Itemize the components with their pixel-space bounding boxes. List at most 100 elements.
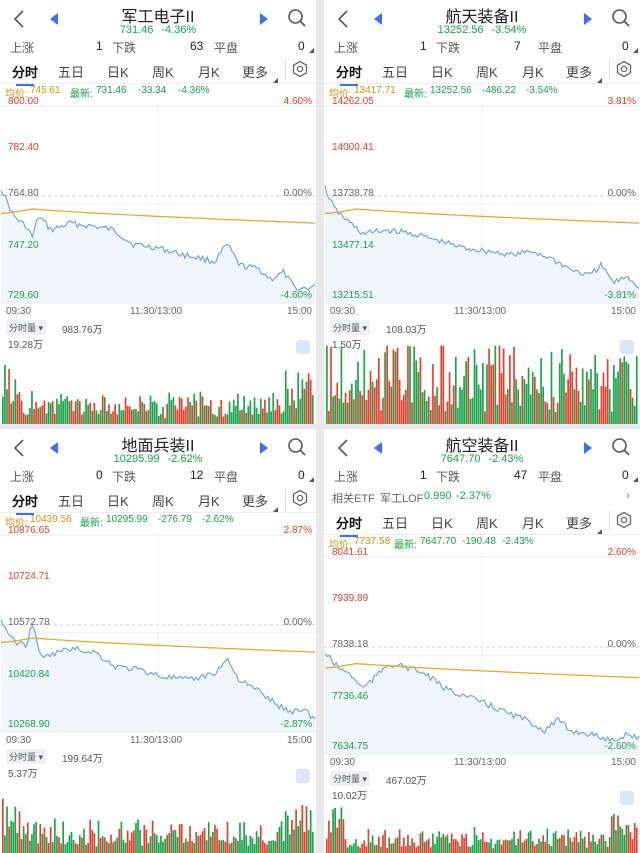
triangle-left-icon[interactable] [50,13,58,25]
tab-five-day[interactable]: 五日 [58,65,85,80]
volume-bar [66,842,69,853]
volume-bar [342,402,345,424]
tab-monthly-k[interactable]: 月K [198,494,220,509]
triangle-left-icon[interactable] [374,442,382,454]
volume-bar [502,840,505,853]
tab-intraday[interactable]: 分时 [336,513,362,537]
tab-more[interactable]: 更多 [242,494,269,509]
tab-monthly-k[interactable]: 月K [522,516,544,531]
volume-total: 199.64万 [62,754,103,765]
volume-bar [579,830,582,853]
volume-bar [567,829,569,853]
search-icon[interactable] [610,436,632,458]
tab-intraday[interactable]: 分时 [336,62,362,86]
tab-daily-k[interactable]: 日K [107,65,129,80]
volume-bar [145,411,148,424]
chevron-left-icon[interactable] [12,8,26,30]
tab-more[interactable]: 更多 [566,516,593,531]
tab-weekly-k[interactable]: 周K [476,65,498,80]
volume-bar [270,840,272,853]
period-tabs: 分时 五日 日K 周K 月K 更多 [0,56,316,86]
volume-selector[interactable]: 分时量 ▾ [6,320,47,335]
volume-bar [112,842,114,853]
volume-selector[interactable]: 分时量 ▾ [330,771,371,786]
tab-weekly-k[interactable]: 周K [152,65,174,80]
volume-bar [417,845,420,853]
tab-intraday[interactable]: 分时 [12,62,38,86]
volume-bar [496,840,499,853]
expand-icon[interactable] [620,791,634,805]
volume-bar [411,838,413,853]
volume-bar [118,404,121,424]
volume-bar [432,833,434,853]
volume-bar [58,837,60,853]
volume-bar [222,839,225,853]
gear-icon[interactable] [291,60,309,78]
volume-bar [289,834,291,853]
volume-bar [494,345,497,424]
price-axis-label: 13477.14 [332,240,374,251]
triangle-right-icon[interactable] [584,442,592,454]
volume-bar [122,410,125,424]
chevron-left-icon[interactable] [336,8,350,30]
gear-icon[interactable] [615,60,633,78]
corner-triangle-icon [309,477,314,482]
search-icon[interactable] [286,7,308,29]
tab-daily-k[interactable]: 日K [107,494,129,509]
volume-bar [155,835,158,853]
expand-icon[interactable] [296,340,310,354]
volume-selector[interactable]: 分时量 ▾ [330,320,371,335]
tab-more[interactable]: 更多 [566,65,593,80]
market-panel: 航天装备II 13252.56 -3.54% 上涨 1 下跌 7 平盘 0 分时 五日 日K 周K 月K 更… [324,0,640,424]
chevron-right-icon[interactable]: › [626,488,630,502]
volume-bar [531,372,534,424]
volume-bar [367,390,370,424]
tab-five-day[interactable]: 五日 [58,494,85,509]
chevron-left-icon[interactable] [12,437,26,459]
volume-bar [602,834,605,853]
volume-bar [479,839,482,853]
volume-bar [469,399,472,424]
expand-icon[interactable] [620,340,634,354]
gear-icon[interactable] [615,511,633,529]
tab-weekly-k[interactable]: 周K [152,494,174,509]
volume-bar [43,400,46,424]
chevron-left-icon[interactable] [336,437,350,459]
tab-divider [285,489,286,509]
volume-bar [371,835,374,853]
tab-daily-k[interactable]: 日K [431,65,453,80]
triangle-right-icon[interactable] [260,13,268,25]
latest-value: 731.46 [96,85,127,96]
tab-more[interactable]: 更多 [242,65,269,80]
percent-axis-label: 0.00% [283,617,312,628]
volume-bar [66,396,69,424]
volume-bar [477,839,480,853]
triangle-left-icon[interactable] [50,442,58,454]
volume-bar [6,806,8,853]
volume-bar [232,836,235,853]
tab-five-day[interactable]: 五日 [382,516,409,531]
volume-bar [311,395,314,424]
time-mid-label: 11:30/13:00 [130,306,183,317]
expand-icon[interactable] [296,769,310,783]
volume-bar [187,841,189,853]
volume-selector[interactable]: 分时量 ▾ [6,749,47,764]
tab-intraday[interactable]: 分时 [12,491,38,515]
related-etf-row[interactable]: 相关ETF 军工LOF 0.990 -2.37% › [324,485,640,507]
triangle-right-icon[interactable] [260,442,268,454]
tab-five-day[interactable]: 五日 [382,65,409,80]
search-icon[interactable] [610,7,632,29]
tab-daily-k[interactable]: 日K [431,516,453,531]
triangle-left-icon[interactable] [374,13,382,25]
search-icon[interactable] [286,436,308,458]
triangle-right-icon[interactable] [584,13,592,25]
volume-bar [427,396,430,424]
tab-monthly-k[interactable]: 月K [198,65,220,80]
tab-monthly-k[interactable]: 月K [522,65,544,80]
volume-bar [293,400,295,424]
volume-bar [477,384,480,424]
tab-weekly-k[interactable]: 周K [476,516,498,531]
volume-bar [106,411,108,424]
volume-bar [328,820,330,853]
gear-icon[interactable] [291,489,309,507]
